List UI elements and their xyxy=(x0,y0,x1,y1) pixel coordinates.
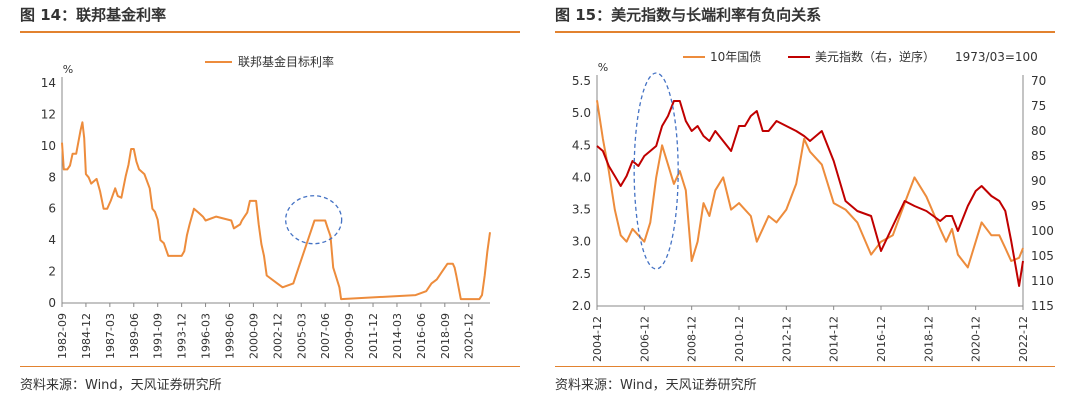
y-tick-label: 2 xyxy=(48,265,56,279)
y-tick-label: 14 xyxy=(41,76,56,90)
source-note: 资料来源：Wind，天风证券研究所 xyxy=(20,378,222,393)
y-tick-label: 2.5 xyxy=(572,267,591,281)
x-tick-label: 2002-12 xyxy=(271,313,284,359)
series-line xyxy=(596,100,1024,269)
y2-tick-label: 105 xyxy=(1031,249,1054,263)
y2-tick-label: 80 xyxy=(1031,124,1046,138)
highlight-ellipse xyxy=(285,195,343,245)
y-tick-label: 8 xyxy=(48,170,56,184)
y2-tick-label: 95 xyxy=(1031,199,1046,213)
y-tick-label: 6 xyxy=(48,202,56,216)
x-tick-label: 2009-09 xyxy=(343,313,356,359)
y-tick-label: 5.0 xyxy=(572,106,591,120)
x-tick-label: 2014-03 xyxy=(391,313,404,359)
x-tick-label: 1984-12 xyxy=(80,313,93,359)
y2-tick-label: 85 xyxy=(1031,149,1046,163)
x-tick-label: 2011-12 xyxy=(367,313,380,359)
y-tick-label: 10 xyxy=(41,139,56,153)
legend-label: 联邦基金目标利率 xyxy=(238,54,334,69)
x-tick-label: 2018-09 xyxy=(439,313,452,359)
x-tick-label: 1989-06 xyxy=(128,313,141,359)
legend-label: 10年国债 xyxy=(710,50,761,64)
x-tick-label: 2018-12 xyxy=(922,316,935,362)
x-tick-label: 2006-12 xyxy=(638,316,651,362)
y2-tick-label: 90 xyxy=(1031,174,1046,188)
x-tick-label: 2022-12 xyxy=(1017,316,1030,362)
x-tick-label: 2000-09 xyxy=(247,313,260,359)
y-tick-label: 12 xyxy=(41,107,56,121)
series-line xyxy=(596,100,1024,287)
y2-tick-label: 75 xyxy=(1031,99,1046,113)
series-line xyxy=(61,121,491,301)
x-tick-label: 1998-06 xyxy=(223,313,236,359)
x-tick-label: 2004-12 xyxy=(591,316,604,362)
dxy-vs-10y-chart: 2.0 2.5 3.0 3.5 4.0 4.5 5.0 5.5% 70 75 80 85 90 95 100… xyxy=(572,49,1054,362)
source-rule xyxy=(20,366,520,367)
x-tick-label: 1982-09 xyxy=(56,313,69,359)
x-tick-label: 2016-06 xyxy=(415,313,428,359)
y-tick-label: 3.5 xyxy=(572,203,591,217)
x-tick-label: 2020-12 xyxy=(970,316,983,362)
title-rule xyxy=(555,31,1055,33)
y2-tick-label: 115 xyxy=(1031,299,1054,313)
y-tick-label: 4.0 xyxy=(572,170,591,184)
x-tick-label: 2012-12 xyxy=(780,316,793,362)
x-tick-label: 2007-06 xyxy=(319,313,332,359)
y2-tick-label: 70 xyxy=(1031,74,1046,88)
y-tick-label: 2.0 xyxy=(572,299,591,313)
x-tick-label: 1996-03 xyxy=(200,313,213,359)
y-axis-label: % xyxy=(598,61,608,74)
x-tick-label: 1991-09 xyxy=(152,313,165,359)
x-tick-label: 2014-12 xyxy=(828,316,841,362)
source-rule xyxy=(555,366,1055,367)
chart-title: 图 14：联邦基金利率 xyxy=(20,6,167,24)
y-tick-label: 5.5 xyxy=(572,74,591,88)
y-tick-label: 3.0 xyxy=(572,235,591,249)
y-tick-label: 4 xyxy=(48,233,56,247)
x-tick-label: 2020-12 xyxy=(463,313,476,359)
legend-note: 1973/03=100 xyxy=(955,50,1038,64)
legend-label: 美元指数（右，逆序） xyxy=(815,49,935,64)
y-tick-label: 0 xyxy=(48,296,56,310)
x-tick-label: 2005-03 xyxy=(295,313,308,359)
y-tick-label: 4.5 xyxy=(572,138,591,152)
highlight-ellipse xyxy=(633,72,679,270)
x-tick-label: 1987-03 xyxy=(104,313,117,359)
y2-tick-label: 110 xyxy=(1031,274,1054,288)
y-axis-label: % xyxy=(63,63,73,76)
title-rule xyxy=(20,31,520,33)
x-tick-label: 2010-12 xyxy=(733,316,746,362)
x-tick-label: 2016-12 xyxy=(875,316,888,362)
chart-panel-dxy-yield: 图 15：美元指数与长端利率有负向关系 2.0 2.5 3.0 3.5 4.0 4.5 5.… xyxy=(555,0,1075,400)
chart-panel-fed-funds: 图 14：联邦基金利率 0 2 4 6 8 10 12 14% 1982-09 1984-12 19… xyxy=(20,0,540,400)
y2-tick-label: 100 xyxy=(1031,224,1054,238)
x-tick-label: 2008-12 xyxy=(686,316,699,362)
fed-funds-chart: 0 2 4 6 8 10 12 14% 1982-09 1984-12 1987-03 1989-06… xyxy=(41,54,491,359)
x-tick-label: 1993-12 xyxy=(176,313,189,359)
chart-title: 图 15：美元指数与长端利率有负向关系 xyxy=(555,6,822,24)
source-note: 资料来源：Wind，天风证券研究所 xyxy=(555,378,757,393)
